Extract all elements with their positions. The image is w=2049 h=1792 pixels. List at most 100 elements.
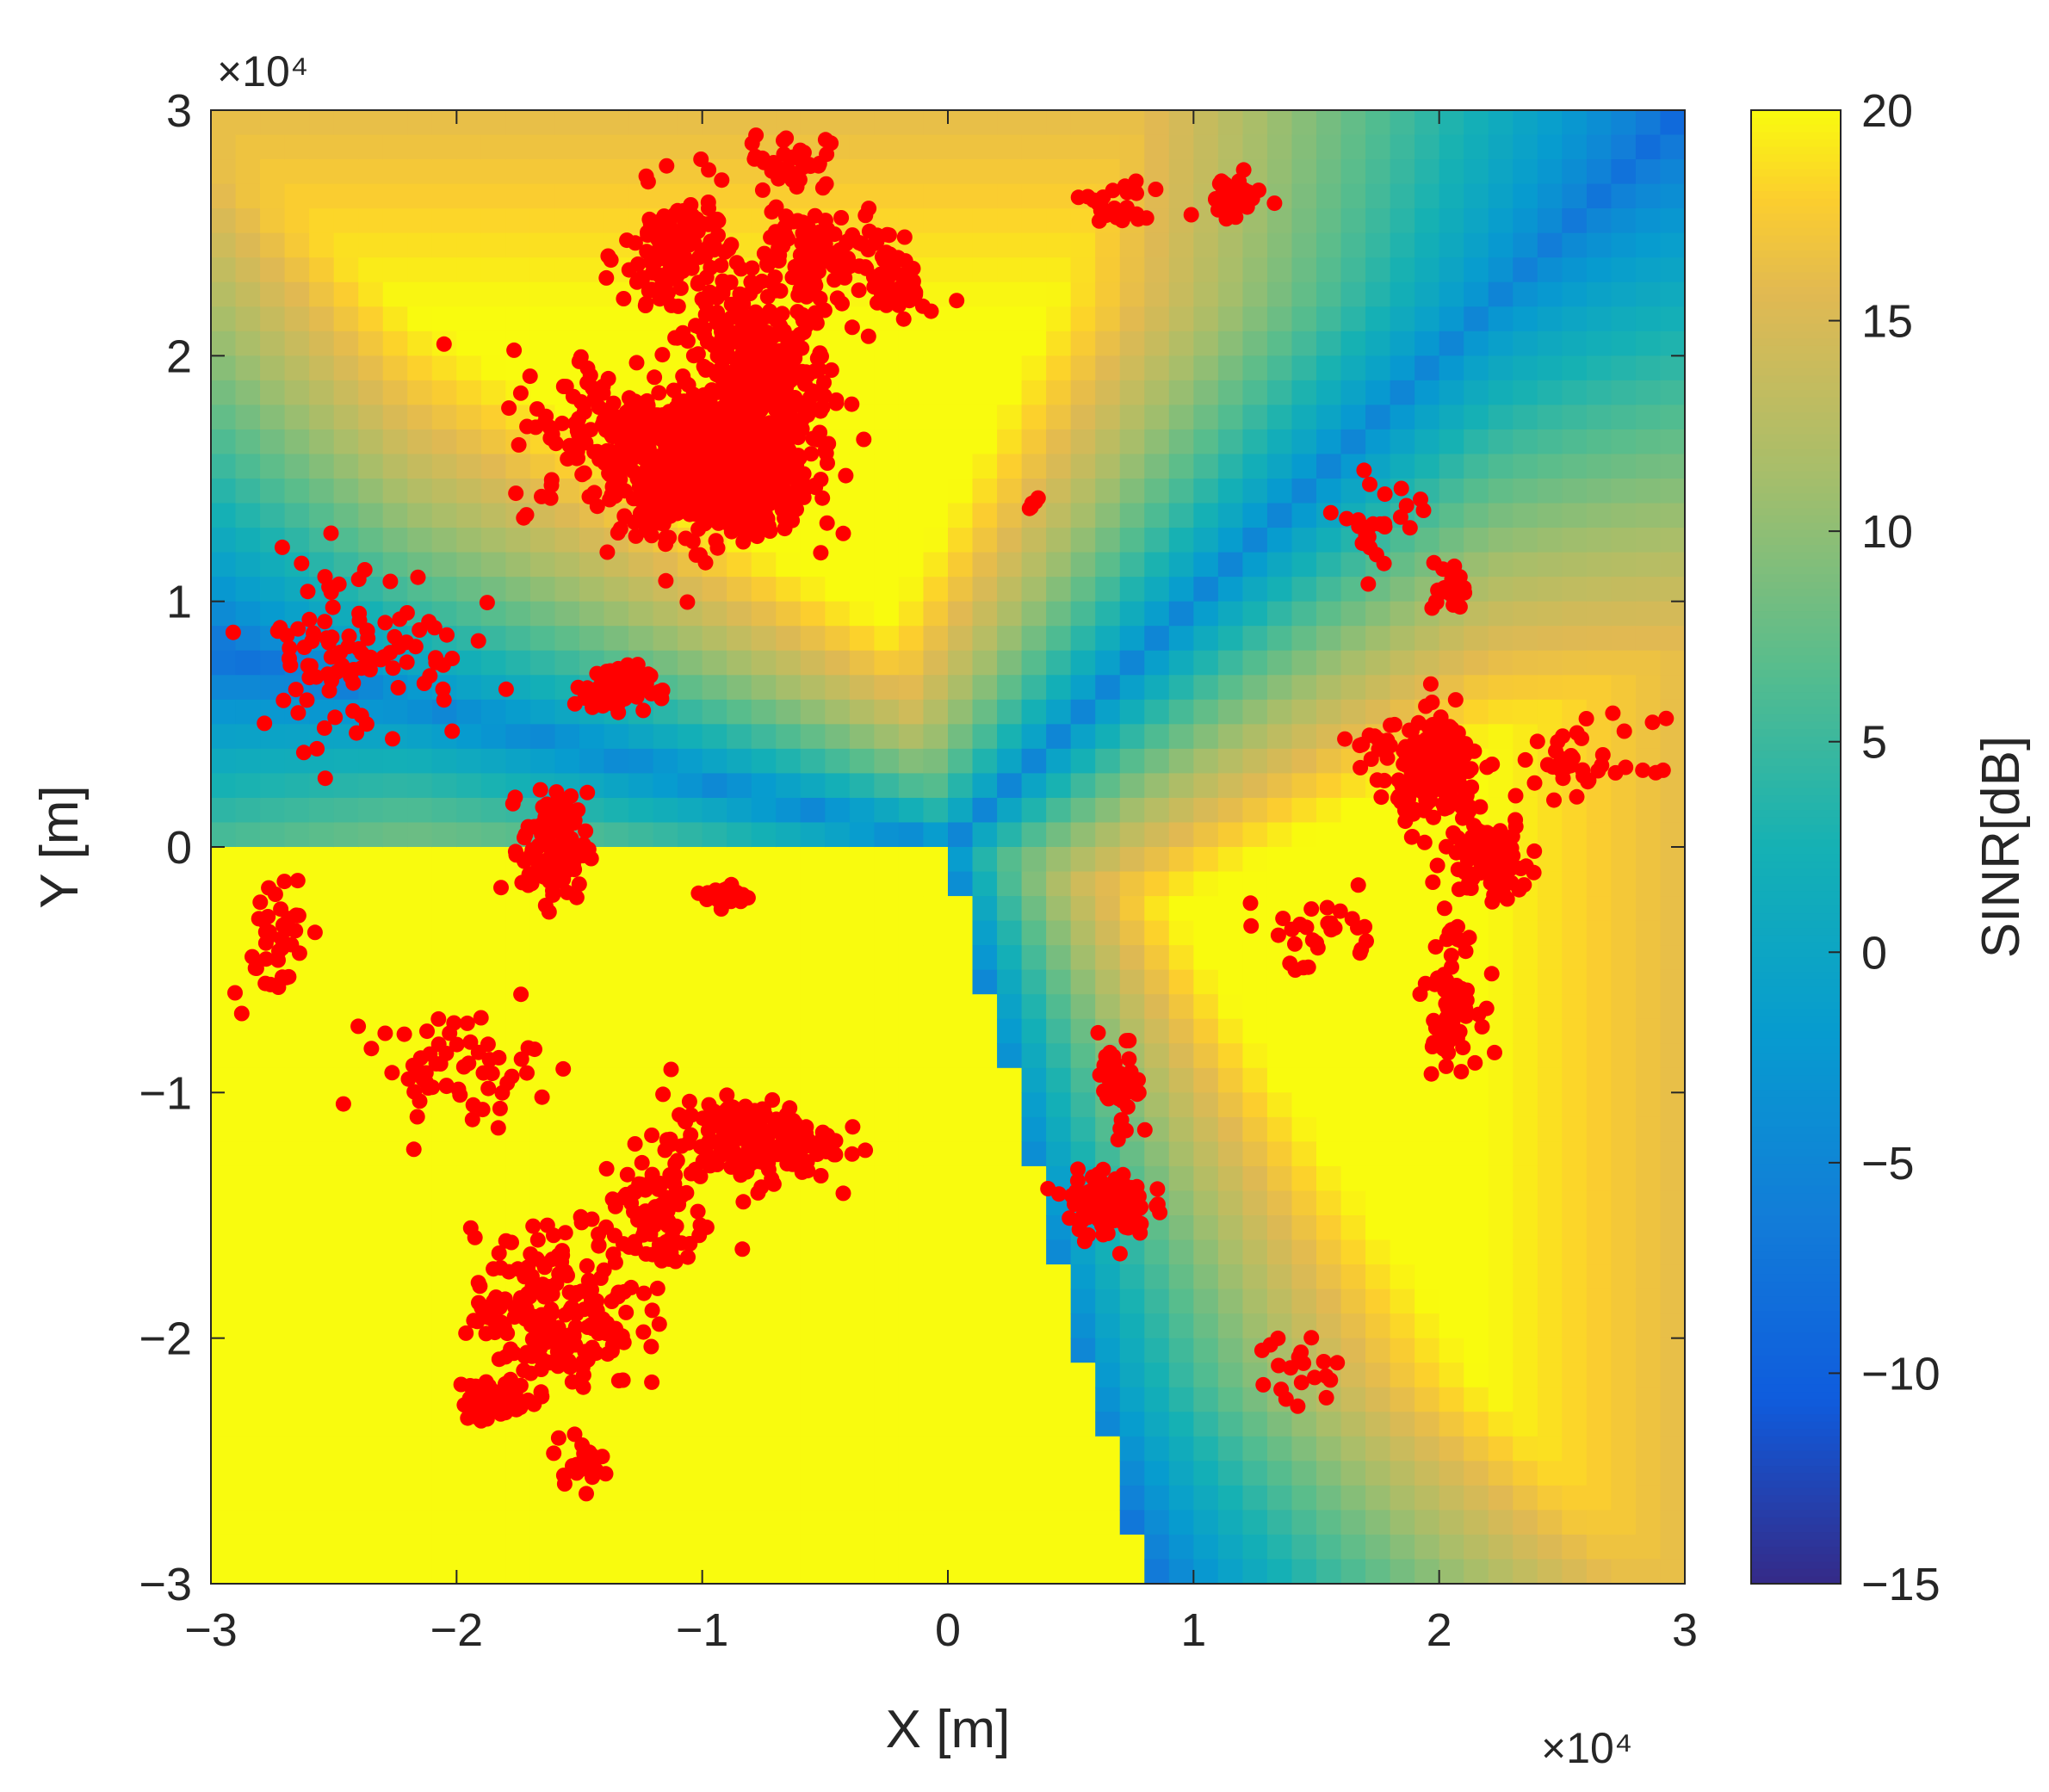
heatmap-cell (1291, 1412, 1317, 1437)
user-point (703, 259, 719, 275)
heatmap-cell (260, 773, 286, 799)
heatmap-cell (211, 1215, 237, 1241)
heatmap-cell (1537, 503, 1563, 528)
heatmap-cell (1291, 577, 1317, 602)
user-point (814, 399, 831, 416)
heatmap-cell (407, 479, 433, 504)
heatmap-cell (1660, 601, 1685, 627)
heatmap-cell (825, 920, 851, 946)
heatmap-cell (1464, 306, 1489, 332)
heatmap-cell (1217, 773, 1243, 799)
heatmap-cell (1340, 552, 1366, 578)
heatmap-cell (235, 1067, 261, 1093)
heatmap-cell (800, 797, 826, 824)
heatmap-cell (529, 945, 556, 971)
heatmap-cell (235, 208, 261, 234)
heatmap-cell (604, 1534, 629, 1560)
heatmap-cell (1266, 1116, 1293, 1142)
heatmap-cell (431, 503, 457, 528)
heatmap-cell (1046, 797, 1072, 824)
heatmap-cell (1340, 355, 1366, 381)
heatmap-cell (751, 1461, 777, 1486)
heatmap-cell (678, 1412, 703, 1437)
heatmap-cell (260, 257, 286, 283)
heatmap-cell (800, 699, 826, 725)
heatmap-cell (260, 1363, 286, 1388)
heatmap-cell (1316, 773, 1342, 799)
heatmap-cell (1513, 405, 1538, 430)
heatmap-cell (1217, 134, 1243, 160)
heatmap-cell (1070, 1067, 1096, 1093)
heatmap-cell (1070, 1534, 1096, 1560)
heatmap-cell (579, 110, 605, 136)
heatmap-cell (800, 1264, 826, 1290)
heatmap-cell (1144, 159, 1170, 185)
heatmap-cell (1611, 1387, 1637, 1412)
heatmap-cell (211, 355, 237, 381)
heatmap-cell (1046, 355, 1072, 381)
heatmap-cell (1488, 380, 1514, 405)
heatmap-cell (874, 1067, 900, 1093)
heatmap-cell (382, 208, 408, 234)
heatmap-cell (1242, 1141, 1268, 1167)
heatmap-cell (1365, 896, 1391, 922)
heatmap-cell (309, 503, 335, 528)
heatmap-cell (333, 1067, 359, 1093)
heatmap-cell (529, 969, 556, 995)
heatmap-cell (898, 380, 925, 405)
heatmap-cell (1390, 405, 1415, 430)
heatmap-cell (1439, 1387, 1464, 1412)
heatmap-cell (211, 871, 237, 897)
heatmap-cell (382, 994, 408, 1020)
heatmap-cell (480, 847, 506, 873)
heatmap-cell (997, 773, 1023, 799)
heatmap-cell (554, 1559, 580, 1584)
heatmap-cell (284, 1510, 310, 1536)
heatmap-cell (235, 380, 261, 405)
heatmap-cell (1316, 1559, 1342, 1584)
user-point (690, 346, 706, 362)
heatmap-cell (554, 577, 580, 602)
heatmap-cell (1046, 331, 1072, 356)
heatmap-cell (1266, 1559, 1293, 1584)
heatmap-cell (1144, 1363, 1170, 1388)
heatmap-cell (702, 1018, 727, 1044)
heatmap-cell (1537, 528, 1563, 553)
heatmap-cell (776, 1485, 802, 1511)
heatmap-cell (1488, 1338, 1514, 1363)
heatmap-cell (948, 306, 974, 332)
heatmap-cell (1340, 159, 1366, 185)
heatmap-cell (1611, 1116, 1637, 1142)
heatmap-cell (923, 1412, 949, 1437)
heatmap-cell (579, 748, 605, 774)
heatmap-cell (1291, 871, 1317, 897)
heatmap-cell (948, 1264, 974, 1290)
heatmap-cell (1488, 1067, 1514, 1093)
heatmap-cell (1217, 429, 1243, 455)
heatmap-cell (1144, 1092, 1170, 1118)
heatmap-cell (1217, 1363, 1243, 1388)
heatmap-cell (1291, 1092, 1317, 1118)
heatmap-cell (1046, 748, 1072, 774)
heatmap-cell (997, 479, 1023, 504)
heatmap-cell (1365, 1067, 1391, 1093)
heatmap-cell (211, 822, 237, 848)
heatmap-cell (948, 405, 974, 430)
heatmap-cell (211, 1116, 237, 1142)
heatmap-cell (972, 1239, 998, 1265)
heatmap-cell (727, 1461, 752, 1486)
heatmap-cell (1070, 1387, 1096, 1412)
heatmap-cell (776, 1338, 802, 1363)
heatmap-cell (1488, 1412, 1514, 1437)
heatmap-cell (923, 355, 949, 381)
heatmap-cell (1390, 1436, 1415, 1461)
heatmap-cell (678, 773, 703, 799)
heatmap-cell (1439, 355, 1464, 381)
heatmap-cell (529, 552, 556, 578)
heatmap-cell (1537, 405, 1563, 430)
heatmap-cell (948, 650, 974, 676)
heatmap-cell (456, 847, 482, 873)
heatmap-cell (1168, 920, 1194, 946)
heatmap-cell (1316, 724, 1342, 750)
heatmap-cell (1660, 1559, 1685, 1584)
